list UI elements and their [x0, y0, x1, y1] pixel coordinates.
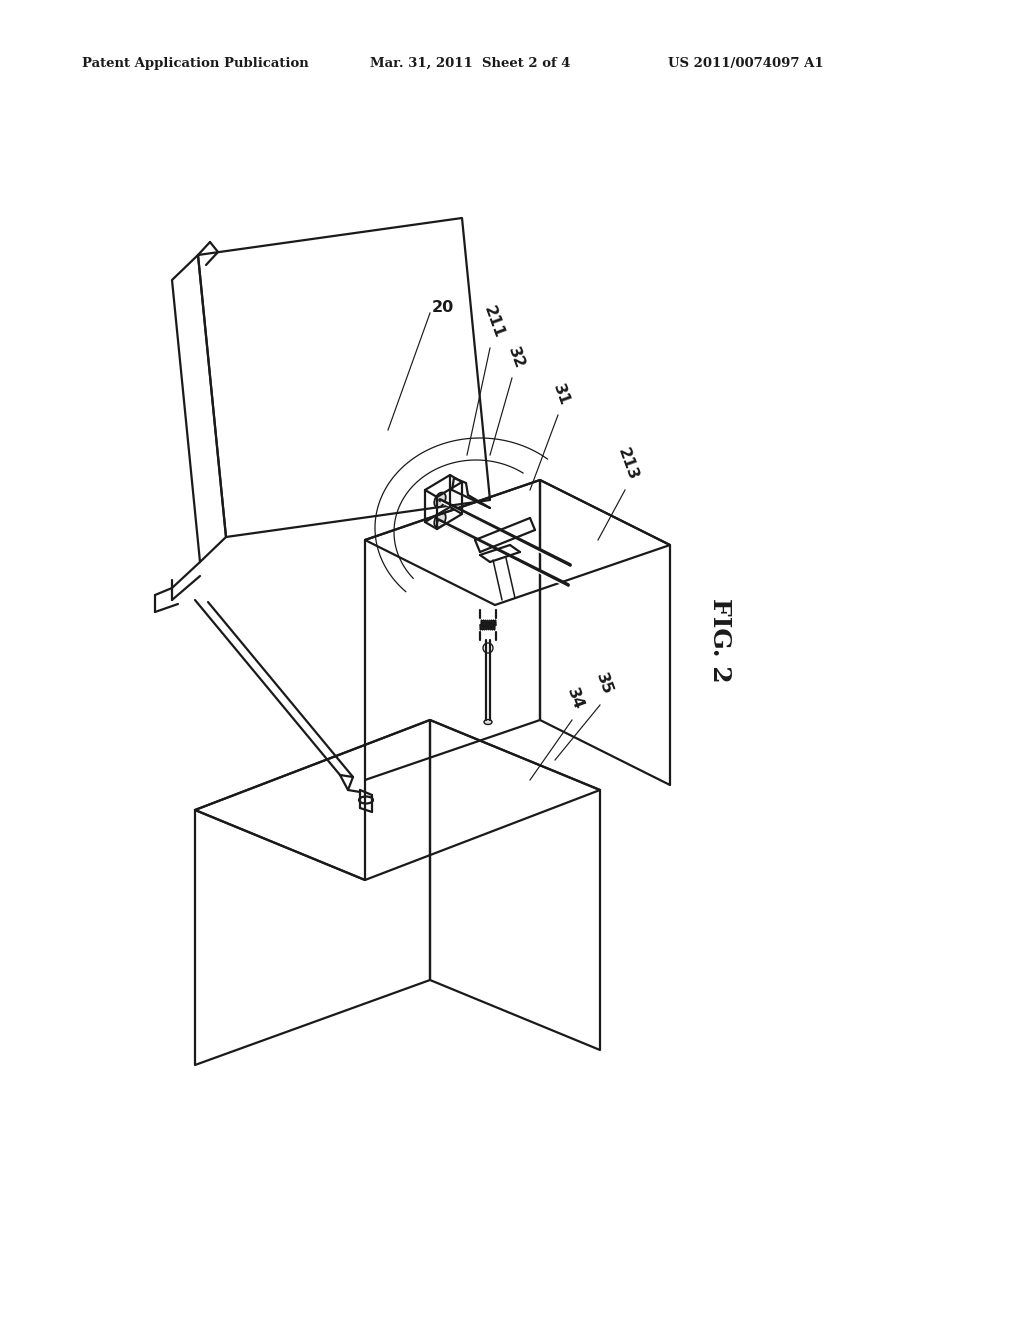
- Ellipse shape: [434, 512, 445, 528]
- Text: Mar. 31, 2011  Sheet 2 of 4: Mar. 31, 2011 Sheet 2 of 4: [370, 57, 570, 70]
- Text: FIG. 2: FIG. 2: [708, 598, 732, 682]
- Ellipse shape: [434, 492, 445, 507]
- Ellipse shape: [359, 796, 373, 804]
- Text: 213: 213: [615, 446, 641, 482]
- Text: 211: 211: [481, 304, 507, 341]
- Text: 32: 32: [505, 345, 527, 371]
- Text: Patent Application Publication: Patent Application Publication: [82, 57, 309, 70]
- Text: 35: 35: [593, 671, 614, 697]
- Text: 31: 31: [550, 381, 571, 408]
- Ellipse shape: [484, 719, 492, 725]
- Text: 34: 34: [564, 686, 586, 711]
- Text: US 2011/0074097 A1: US 2011/0074097 A1: [668, 57, 823, 70]
- Ellipse shape: [483, 643, 493, 653]
- Text: 20: 20: [432, 301, 455, 315]
